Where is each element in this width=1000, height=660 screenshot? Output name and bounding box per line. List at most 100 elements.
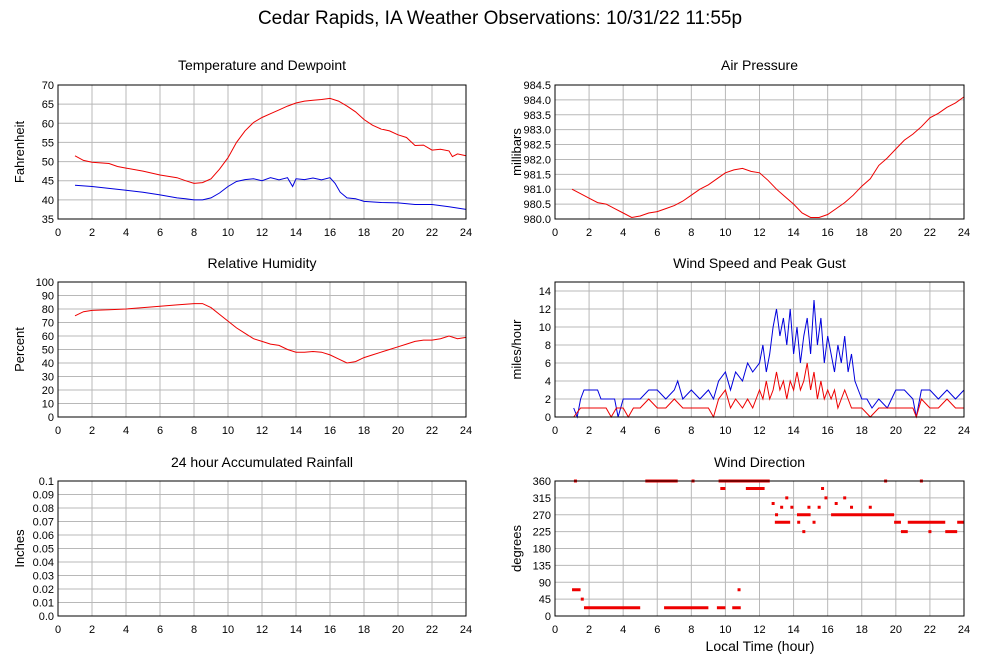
- direction-xtick: 18: [856, 624, 868, 636]
- rain-ytick: 0.08: [33, 503, 54, 515]
- direction-chart: Wind Directiondegrees0459013518022527031…: [509, 454, 970, 636]
- direction-ytick: 270: [533, 510, 551, 522]
- wind-frame: [554, 281, 965, 418]
- temp-ytick: 50: [42, 157, 54, 169]
- temp-ylabel: Fahrenheit: [12, 121, 27, 184]
- rain-xtick: 16: [324, 624, 336, 636]
- direction-xtick: 22: [924, 624, 936, 636]
- pressure-ylabel: millibars: [509, 128, 524, 176]
- direction-point: [797, 520, 801, 524]
- direction-xtick: 8: [688, 624, 694, 636]
- rain-xtick: 20: [392, 624, 404, 636]
- wind-xtick: 0: [552, 425, 558, 437]
- pressure-ytick: 980.5: [523, 199, 551, 211]
- humidity-frame: [57, 281, 467, 418]
- pressure-xtick: 6: [654, 227, 660, 239]
- temp-series-0: [74, 97, 467, 184]
- rain-xtick: 14: [290, 624, 302, 636]
- wind-xtick: 22: [924, 425, 936, 437]
- direction-point: [821, 487, 825, 490]
- pressure-title: Air Pressure: [721, 57, 798, 73]
- direction-xtick: 20: [890, 624, 902, 636]
- pressure-ytick: 981.0: [523, 184, 551, 196]
- rain-ytick: 0.1: [39, 476, 54, 488]
- rain-ytick: 0.06: [33, 530, 54, 542]
- direction-ytick: 360: [533, 476, 551, 488]
- humidity-ytick: 90: [42, 291, 54, 303]
- rain-ytick: 0.02: [33, 584, 54, 596]
- direction-point: [807, 505, 811, 509]
- direction-ytick: 135: [533, 560, 551, 572]
- humidity-xtick: 4: [123, 425, 129, 437]
- pressure-xtick: 14: [787, 227, 799, 239]
- wind-ytick: 12: [539, 304, 551, 316]
- temp-ytick: 40: [42, 195, 54, 207]
- direction-xtick: 16: [822, 624, 834, 636]
- temp-xtick: 14: [290, 227, 302, 239]
- direction-xtick: 12: [753, 624, 765, 636]
- humidity-series-0: [74, 303, 467, 364]
- pressure-xtick: 20: [890, 227, 902, 239]
- humidity-xtick: 22: [426, 425, 438, 437]
- wind-xtick: 10: [719, 425, 731, 437]
- direction-xtick: 4: [620, 624, 626, 636]
- direction-point: [928, 530, 932, 534]
- rain-ytick: 0.01: [33, 598, 54, 610]
- humidity-ytick: 60: [42, 331, 54, 343]
- temp-xtick: 8: [191, 227, 197, 239]
- humidity-title: Relative Humidity: [208, 255, 317, 271]
- pressure-chart: Air Pressure millibars 980.0 980.5 981.0 981.…: [509, 57, 970, 239]
- temp-xtick: 20: [392, 227, 404, 239]
- pressure-ytick: 980.0: [523, 214, 551, 226]
- direction-xtick: 0: [552, 624, 558, 636]
- pressure-xtick: 2: [586, 227, 592, 239]
- humidity-ytick: 0: [48, 412, 54, 424]
- direction-ytick: 225: [533, 527, 551, 539]
- direction-point: [812, 520, 816, 524]
- rain-xtick: 2: [89, 624, 95, 636]
- rain-xtick: 10: [222, 624, 234, 636]
- direction-xtick: 24: [958, 624, 970, 636]
- rain-chart: 24 hour Accumulated RainfallInches0.00.0…: [12, 454, 472, 636]
- humidity-xtick: 10: [222, 425, 234, 437]
- temp-ytick: 45: [42, 176, 54, 188]
- wind-xtick: 18: [856, 425, 868, 437]
- rain-xtick: 8: [191, 624, 197, 636]
- pressure-ytick: 982.5: [523, 140, 551, 152]
- wind-xtick: 8: [688, 425, 694, 437]
- wind-ytick: 4: [545, 376, 551, 388]
- rain-xtick: 4: [123, 624, 129, 636]
- temp-xtick: 22: [426, 227, 438, 239]
- humidity-xtick: 16: [324, 425, 336, 437]
- humidity-xtick: 12: [256, 425, 268, 437]
- temp-ytick: 35: [42, 214, 54, 226]
- temp-xtick: 2: [89, 227, 95, 239]
- rain-xtick: 22: [426, 624, 438, 636]
- temp-xtick: 0: [55, 227, 61, 239]
- temp-xtick: 24: [460, 227, 472, 239]
- temp-title: Temperature and Dewpoint: [178, 57, 346, 73]
- humidity-xtick: 18: [358, 425, 370, 437]
- wind-xtick: 12: [753, 425, 765, 437]
- direction-ytick: 315: [533, 493, 551, 505]
- wind-xtick: 6: [654, 425, 660, 437]
- direction-point: [785, 496, 789, 500]
- rain-title: 24 hour Accumulated Rainfall: [171, 454, 353, 470]
- direction-point: [868, 505, 872, 509]
- wind-xtick: 16: [822, 425, 834, 437]
- direction-point: [771, 502, 775, 505]
- wind-xtick: 20: [890, 425, 902, 437]
- humidity-ytick: 30: [42, 372, 54, 384]
- temp-series-1: [74, 177, 467, 210]
- rain-ytick: 0.04: [33, 557, 54, 569]
- pressure-ytick: 981.5: [523, 169, 551, 181]
- humidity-xtick: 20: [392, 425, 404, 437]
- wind-ytick: 2: [545, 394, 551, 406]
- humidity-ytick: 10: [42, 399, 54, 411]
- rain-ytick: 0.05: [33, 544, 54, 556]
- direction-xtick: 2: [586, 624, 592, 636]
- temp-frame: [57, 84, 467, 220]
- direction-point: [850, 505, 854, 509]
- rain-ytick: 0.07: [33, 517, 54, 529]
- wind-xtick: 24: [958, 425, 970, 437]
